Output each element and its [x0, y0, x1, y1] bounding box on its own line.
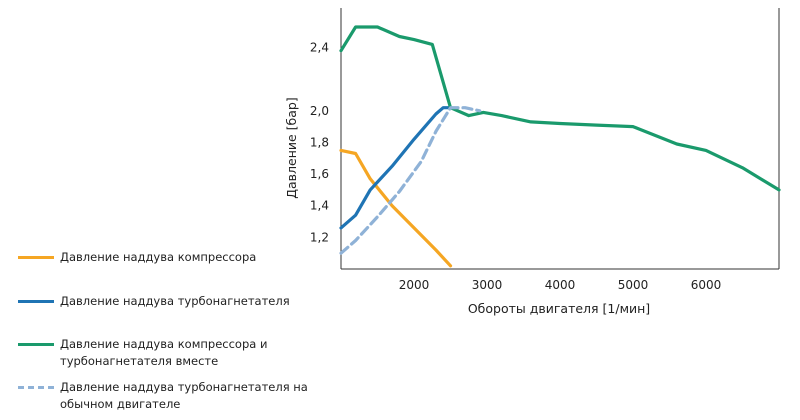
series-layer: [339, 25, 781, 268]
y-tick-label-1-4: 1,4: [310, 199, 329, 213]
y-tick-label-1-2: 1,2: [310, 230, 329, 244]
legend-swatch-conventional-turbo: [18, 386, 54, 389]
legend-label-combined: Давление наддува компрессора и турбонагн…: [60, 337, 268, 368]
x-axis-label: Обороты двигателя [1/мин]: [468, 301, 650, 316]
x-tick-label-4000: 4000: [545, 278, 576, 292]
plot-frame: [340, 8, 780, 270]
series-line-conventional-turbo: [339, 106, 482, 255]
legend-item-turbocharger: Давление наддува турбонагнетателя: [14, 290, 314, 330]
series-line-combined: [339, 25, 781, 192]
series-line-compressor: [339, 148, 453, 268]
y-tick-label-2-0: 2,0: [310, 104, 329, 118]
x-tick-label-2000: 2000: [399, 278, 430, 292]
legend-swatch-turbocharger: [18, 300, 54, 303]
legend-label-compressor: Давление наддува компрессора: [60, 250, 257, 264]
x-tick-label-3000: 3000: [472, 278, 503, 292]
y-tick-label-1-8: 1,8: [310, 135, 329, 149]
legend-label-conventional-turbo: Давление наддува турбонагнетателя на обы…: [60, 380, 308, 411]
legend-item-compressor: Давление наддува компрессора: [14, 246, 314, 286]
legend-item-conventional-turbo: Давление наддува турбонагнетателя на обы…: [14, 376, 314, 416]
x-tick-labels: 2000 3000 4000 5000 6000: [399, 278, 722, 292]
y-tick-label-1-6: 1,6: [310, 167, 329, 181]
series-line-turbocharger: [339, 106, 453, 230]
x-tick-label-5000: 5000: [618, 278, 649, 292]
y-tick-label-2-4: 2,4: [310, 41, 329, 55]
legend-swatch-compressor: [18, 256, 54, 259]
legend-swatch-combined: [18, 343, 54, 346]
y-axis-label: Давление [бар]: [284, 97, 299, 199]
legend-item-combined: Давление наддува компрессора и турбонагн…: [14, 333, 314, 373]
legend-label-turbocharger: Давление наддува турбонагнетателя: [60, 294, 290, 308]
x-tick-label-6000: 6000: [691, 278, 722, 292]
y-tick-labels: 1,2 1,4 1,6 1,8 2,0 2,4: [310, 41, 329, 245]
